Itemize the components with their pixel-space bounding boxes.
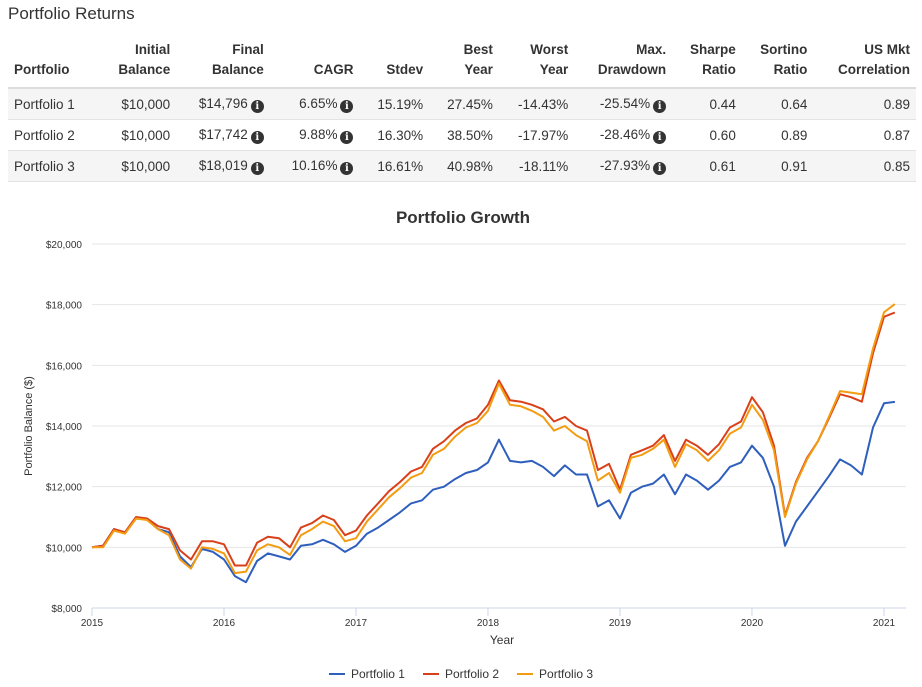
cell-us-mkt-correlation: 0.85	[813, 150, 916, 182]
y-tick-label: $16,000	[46, 361, 83, 372]
x-tick-label: 2016	[213, 618, 236, 629]
header-sortino-ratio: Sortino Ratio	[741, 38, 814, 89]
series-line-portfolio-2	[91, 311, 896, 567]
cell-sharpe-ratio: 0.61	[672, 150, 742, 182]
legend-label: Portfolio 3	[539, 667, 594, 681]
cell-us-mkt-correlation: 0.89	[813, 88, 916, 120]
cell-final-balance: $14,796 i	[176, 88, 270, 120]
cell-initial-balance: $10,000	[98, 119, 177, 151]
header-final-balance: Final Balance	[176, 38, 270, 89]
chart-legend: Portfolio 1 Portfolio 2 Portfolio 3	[0, 664, 922, 681]
table-row: Portfolio 2 $10,000 $17,742 i 9.88% i 16.3…	[8, 119, 916, 151]
info-icon[interactable]: i	[653, 130, 667, 144]
header-max-drawdown: Max. Drawdown	[574, 38, 673, 89]
x-tick-label: 2017	[345, 618, 368, 629]
x-tick-label: 2015	[81, 618, 104, 629]
info-icon[interactable]: i	[250, 99, 264, 113]
cell-cagr: 9.88% i	[269, 119, 360, 151]
legend-label: Portfolio 2	[444, 667, 500, 681]
cell-stdev: 16.30%	[359, 119, 430, 151]
info-icon[interactable]: i	[340, 130, 354, 144]
header-cagr: CAGR	[269, 38, 360, 89]
series-line-portfolio-1	[91, 400, 896, 584]
cell-initial-balance: $10,000	[98, 150, 177, 182]
legend-item-portfolio-3[interactable]: Portfolio 3	[517, 667, 593, 681]
series-line-portfolio-3	[92, 303, 896, 575]
legend-swatch	[422, 673, 439, 675]
x-tick-label: 2018	[477, 618, 500, 629]
cell-stdev: 15.19%	[359, 88, 430, 120]
legend-label: Portfolio 1	[350, 667, 405, 681]
cell-final-balance: $18,019 i	[176, 150, 270, 182]
portfolio-returns-table: Portfolio Initial Balance Final Balance CA…	[8, 38, 916, 182]
header-worst-year: Worst Year	[498, 38, 575, 89]
cell-sortino-ratio: 0.91	[741, 150, 814, 182]
cell-sortino-ratio: 0.89	[741, 119, 814, 151]
x-tick-label: 2020	[741, 618, 764, 629]
header-us-mkt-correlation: US Mkt Correlation	[813, 38, 916, 89]
y-tick-label: $18,000	[46, 301, 83, 312]
header-portfolio: Portfolio	[8, 38, 99, 89]
cell-initial-balance: $10,000	[98, 88, 177, 120]
cell-sharpe-ratio: 0.60	[672, 119, 742, 151]
cell-worst-year: -18.11%	[498, 150, 575, 182]
cell-best-year: 40.98%	[429, 150, 499, 182]
header-best-year: Best Year	[429, 38, 499, 89]
cell-portfolio-name: Portfolio 1	[8, 88, 99, 120]
axes: $8,000 $10,000 $12,000 $14,000 $16,000 $18,00…	[46, 240, 906, 629]
y-tick-label: $8,000	[51, 604, 82, 615]
table-row: Portfolio 3 $10,000 $18,019 i 10.16% i 16.…	[8, 150, 916, 182]
legend-item-portfolio-2[interactable]: Portfolio 2	[422, 667, 500, 681]
legend-swatch	[328, 673, 345, 675]
legend-swatch	[517, 673, 534, 675]
legend-item-portfolio-1[interactable]: Portfolio 1	[328, 667, 405, 681]
cell-worst-year: -14.43%	[498, 88, 575, 120]
grid-lines	[92, 243, 906, 548]
cell-stdev: 16.61%	[359, 150, 430, 182]
x-tick-label: 2021	[873, 618, 896, 629]
info-icon[interactable]: i	[250, 130, 264, 144]
chart-title: Portfolio Growth	[396, 208, 530, 227]
info-icon[interactable]: i	[250, 161, 264, 175]
cell-max-drawdown: -27.93% i	[574, 150, 673, 182]
cell-cagr: 10.16% i	[269, 150, 360, 182]
info-icon[interactable]: i	[340, 161, 354, 175]
info-icon[interactable]: i	[653, 161, 667, 175]
y-tick-label: $10,000	[46, 543, 83, 554]
header-initial-balance: Initial Balance	[98, 38, 177, 89]
table-header-row: Portfolio Initial Balance Final Balance CA…	[8, 38, 916, 89]
cell-portfolio-name: Portfolio 2	[8, 119, 99, 151]
portfolio-growth-chart: Portfolio Growth $8,000 $10,000 $12,000 $14…	[23, 208, 906, 647]
y-tick-label: $12,000	[46, 483, 83, 494]
section-title: Portfolio Returns	[8, 4, 135, 23]
header-stdev: Stdev	[359, 38, 430, 89]
x-tick-label: 2019	[609, 618, 632, 629]
cell-best-year: 27.45%	[429, 88, 499, 120]
series-lines	[91, 303, 896, 584]
y-axis-label: Portfolio Balance ($)	[23, 376, 35, 476]
cell-final-balance: $17,742 i	[176, 119, 270, 151]
table-row: Portfolio 1 $10,000 $14,796 i 6.65% i 15.1…	[8, 88, 916, 120]
x-axis-label: Year	[490, 633, 514, 647]
info-icon[interactable]: i	[340, 99, 354, 113]
cell-sortino-ratio: 0.64	[741, 88, 814, 120]
cell-cagr: 6.65% i	[269, 88, 360, 120]
cell-best-year: 38.50%	[429, 119, 499, 151]
cell-worst-year: -17.97%	[498, 119, 575, 151]
cell-us-mkt-correlation: 0.87	[813, 119, 916, 151]
cell-portfolio-name: Portfolio 3	[8, 150, 99, 182]
cell-max-drawdown: -25.54% i	[574, 88, 673, 120]
header-sharpe-ratio: Sharpe Ratio	[672, 38, 742, 89]
y-tick-label: $14,000	[46, 422, 83, 433]
info-icon[interactable]: i	[653, 99, 667, 113]
cell-sharpe-ratio: 0.44	[672, 88, 742, 120]
y-tick-label: $20,000	[46, 240, 83, 251]
cell-max-drawdown: -28.46% i	[574, 119, 673, 151]
